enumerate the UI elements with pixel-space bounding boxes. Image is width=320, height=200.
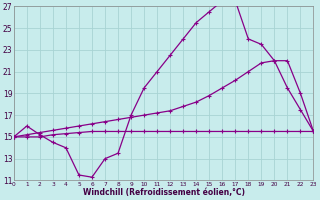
X-axis label: Windchill (Refroidissement éolien,°C): Windchill (Refroidissement éolien,°C): [83, 188, 244, 197]
